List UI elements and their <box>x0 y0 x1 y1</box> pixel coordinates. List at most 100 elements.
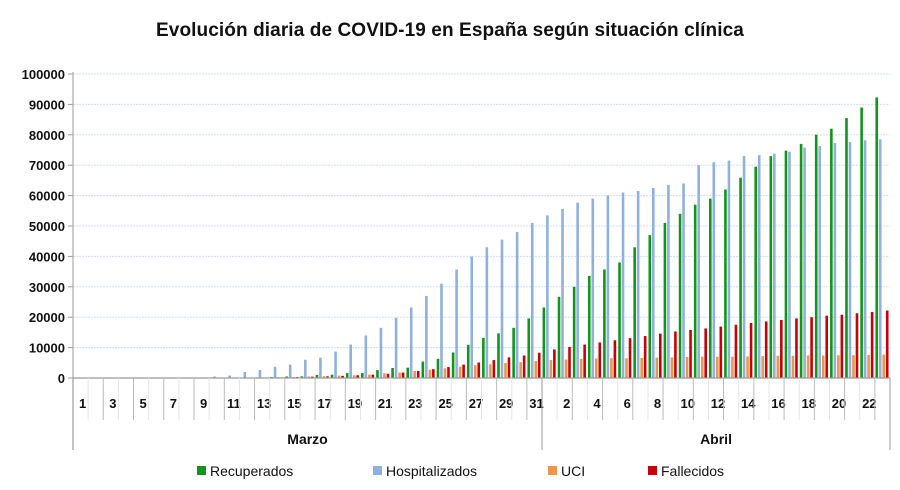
bar-uci <box>821 355 825 378</box>
bar-recuperados <box>633 247 636 378</box>
y-tick-label: 0 <box>58 371 65 386</box>
bar-hospitalizados <box>848 142 852 378</box>
bar-fallecidos <box>492 360 496 378</box>
bar-fallecidos <box>658 333 662 378</box>
bar-hospitalizados <box>485 247 489 378</box>
x-tick-label: 2 <box>563 396 570 411</box>
x-tick-label: 18 <box>802 396 816 411</box>
x-tick-label: 16 <box>771 396 785 411</box>
bar-fallecidos <box>613 340 617 378</box>
bar-hospitalizados <box>243 371 247 378</box>
legend-label: Recuperados <box>210 463 293 479</box>
x-tick-label: 12 <box>711 396 725 411</box>
bar-uci <box>307 376 311 378</box>
legend-label: Hospitalizados <box>386 463 477 479</box>
bar-uci <box>413 371 417 378</box>
y-tick-label: 20000 <box>29 310 65 325</box>
bar-uci <box>564 359 568 378</box>
bar-fallecidos <box>462 364 465 378</box>
bar-uci <box>655 357 659 378</box>
legend-swatch-uci <box>548 466 557 475</box>
bar-recuperados <box>875 97 879 378</box>
bar-fallecidos <box>719 326 723 378</box>
bar-recuperados <box>830 128 833 378</box>
bar-hospitalizados <box>319 357 322 378</box>
chart-title: Evolución diaria de COVID-19 en España s… <box>156 20 744 41</box>
bar-hospitalizados <box>364 335 368 378</box>
bar-recuperados <box>527 318 531 378</box>
bar-recuperados <box>421 361 425 378</box>
bar-hospitalizados <box>757 155 761 378</box>
x-tick-label: 7 <box>170 396 177 411</box>
bar-recuperados <box>361 373 364 378</box>
bar-fallecidos <box>704 328 707 378</box>
bar-recuperados <box>678 213 682 378</box>
bar-uci <box>579 358 583 378</box>
bar-recuperados <box>618 262 621 378</box>
bar-recuperados <box>285 376 288 378</box>
x-tick-label: 22 <box>862 396 876 411</box>
x-tick-label: 21 <box>378 396 392 411</box>
bar-uci <box>398 372 401 378</box>
x-tick-label: 3 <box>109 396 116 411</box>
y-tick-label: 10000 <box>29 341 65 356</box>
bar-recuperados <box>860 107 863 378</box>
bar-hospitalizados <box>606 195 610 378</box>
x-tick-label: 11 <box>227 396 241 411</box>
bar-recuperados <box>482 337 485 378</box>
bar-fallecidos <box>311 376 314 378</box>
bar-uci <box>504 363 507 378</box>
bar-hospitalizados <box>803 147 806 378</box>
bar-hospitalizados <box>818 146 822 378</box>
bar-hospitalizados <box>213 376 216 378</box>
bar-uci <box>549 360 553 378</box>
bar-fallecidos <box>386 373 390 378</box>
bar-recuperados <box>693 204 697 378</box>
bar-fallecidos <box>341 375 344 378</box>
bar-uci <box>791 355 795 378</box>
bar-hospitalizados <box>591 198 595 378</box>
bar-hospitalizados <box>288 364 292 378</box>
x-tick-label: 5 <box>139 396 146 411</box>
bar-fallecidos <box>568 346 571 378</box>
bar-fallecidos <box>825 315 829 378</box>
bar-recuperados <box>663 222 667 378</box>
bar-fallecidos <box>598 342 602 378</box>
bar-recuperados <box>784 150 788 378</box>
bar-fallecidos <box>628 338 632 378</box>
bar-recuperados <box>376 370 379 378</box>
bar-uci <box>731 356 734 378</box>
x-tick-label: 25 <box>438 396 452 411</box>
legend-swatch-fallecidos <box>648 466 657 475</box>
bar-recuperados <box>406 367 410 378</box>
bar-hospitalizados <box>349 344 352 378</box>
bar-recuperados <box>603 269 606 378</box>
bar-uci <box>322 376 326 378</box>
bar-recuperados <box>466 344 470 378</box>
legend-label: Fallecidos <box>661 463 724 479</box>
bar-hospitalizados <box>379 327 383 378</box>
bar-hospitalizados <box>409 307 413 378</box>
bar-recuperados <box>436 358 440 378</box>
x-tick-label: 31 <box>529 396 543 411</box>
bar-hospitalizados <box>773 153 776 378</box>
bar-uci <box>700 356 704 378</box>
x-tick-label: 4 <box>593 396 601 411</box>
bar-recuperados <box>391 367 394 378</box>
bar-fallecidos <box>583 344 586 378</box>
bar-hospitalizados <box>440 283 443 378</box>
bar-fallecidos <box>855 313 859 378</box>
bar-hospitalizados <box>682 183 685 378</box>
bar-uci <box>534 360 538 378</box>
bar-fallecidos <box>795 318 798 378</box>
bar-uci <box>519 362 522 378</box>
bar-fallecidos <box>840 314 844 378</box>
bar-uci <box>383 373 386 378</box>
x-tick-label: 1 <box>79 396 86 411</box>
bar-fallecidos <box>689 329 692 378</box>
y-tick-label: 70000 <box>29 158 65 173</box>
bar-uci <box>685 357 689 378</box>
bar-hospitalizados <box>228 375 231 378</box>
